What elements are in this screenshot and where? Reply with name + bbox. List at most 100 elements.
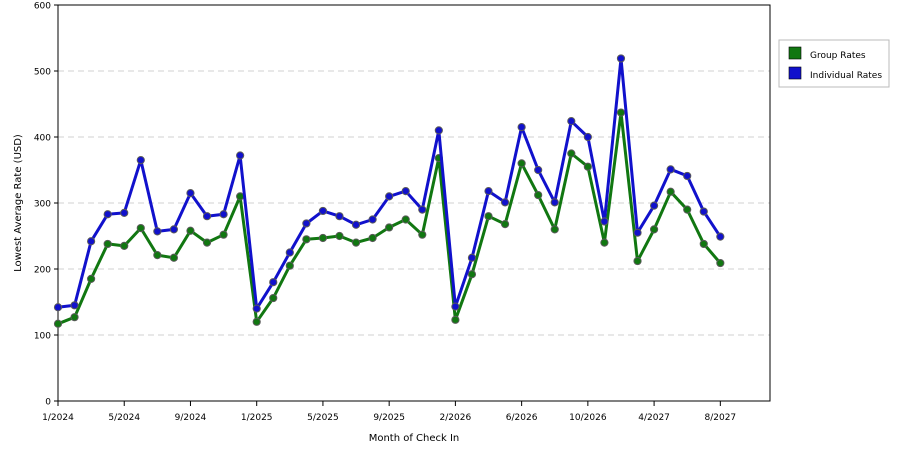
data-point-group-rates-27 <box>484 212 493 221</box>
data-point-individual-rates-23 <box>418 205 427 214</box>
data-point-individual-rates-30 <box>534 165 543 175</box>
data-point-group-rates-26 <box>467 270 477 279</box>
data-point-individual-rates-38 <box>666 165 675 174</box>
x-tick-label-5-2024: 5/2024 <box>108 413 140 423</box>
data-point-individual-rates-10 <box>202 212 212 221</box>
data-point-individual-rates-5 <box>120 208 129 217</box>
data-point-individual-rates-21 <box>385 192 394 201</box>
data-point-group-rates-15 <box>285 261 294 270</box>
y-tick-label-400: 400 <box>34 134 51 144</box>
x-tick-label-9-2025: 9/2025 <box>373 413 405 423</box>
data-point-individual-rates-13 <box>252 304 261 313</box>
data-point-individual-rates-9 <box>186 189 195 198</box>
y-tick-label-500: 500 <box>34 68 51 78</box>
data-point-individual-rates-8 <box>169 225 179 234</box>
data-point-individual-rates-28 <box>500 198 510 207</box>
data-point-group-rates-39 <box>683 205 692 214</box>
data-point-group-rates-11 <box>219 230 228 239</box>
x-tick-label-2-2026: 2/2026 <box>440 413 472 423</box>
data-point-group-rates-18 <box>335 231 344 241</box>
data-point-group-rates-38 <box>666 187 675 196</box>
data-point-individual-rates-4 <box>103 210 112 219</box>
legend-label-individual-rates: Individual Rates <box>810 71 882 81</box>
data-point-group-rates-14 <box>269 293 278 303</box>
data-point-individual-rates-33 <box>583 132 592 142</box>
data-point-group-rates-12 <box>236 192 245 201</box>
data-point-individual-rates-22 <box>401 187 410 196</box>
data-point-individual-rates-26 <box>467 253 477 262</box>
data-point-individual-rates-11 <box>219 210 228 219</box>
data-point-group-rates-22 <box>401 215 410 224</box>
data-point-group-rates-17 <box>318 233 328 243</box>
data-point-group-rates-29 <box>517 159 526 168</box>
data-point-individual-rates-7 <box>153 227 162 236</box>
data-point-individual-rates-32 <box>567 117 576 126</box>
data-point-individual-rates-16 <box>302 219 311 228</box>
series-group-rates <box>53 108 725 328</box>
y-tick-label-200: 200 <box>34 266 51 276</box>
data-point-individual-rates-34 <box>600 217 609 226</box>
x-tick-label-1-2025: 1/2025 <box>241 413 273 423</box>
data-point-individual-rates-2 <box>70 301 79 310</box>
data-point-group-rates-40 <box>699 239 708 249</box>
data-point-group-rates-30 <box>534 190 543 200</box>
data-point-individual-rates-6 <box>136 156 145 165</box>
data-point-group-rates-8 <box>169 253 179 262</box>
x-tick-label-1-2024: 1/2024 <box>42 413 74 423</box>
data-point-group-rates-4 <box>103 239 112 249</box>
x-tick-label-6-2026: 6/2026 <box>506 413 538 423</box>
series-individual-rates <box>53 54 725 313</box>
data-point-group-rates-37 <box>649 225 659 234</box>
y-axis-ticks: 0 100 200 300 400 500 600 <box>34 2 58 408</box>
legend-swatch-group-rates <box>788 46 802 60</box>
data-point-individual-rates-36 <box>633 228 642 237</box>
y-tick-label-100: 100 <box>34 332 51 342</box>
data-point-group-rates-3 <box>87 274 96 283</box>
data-point-group-rates-23 <box>418 230 427 239</box>
legend-swatch-individual-rates <box>788 66 802 80</box>
data-point-group-rates-21 <box>385 223 394 232</box>
data-point-group-rates-36 <box>633 256 642 266</box>
x-axis-ticks: 1/2024 5/2024 9/2024 1/2025 5/2025 9/2025 2/20… <box>42 401 736 423</box>
data-point-group-rates-19 <box>351 238 361 247</box>
x-tick-label-8-2027: 8/2027 <box>704 413 736 423</box>
data-point-individual-rates-18 <box>335 212 344 221</box>
data-point-group-rates-16 <box>302 235 311 244</box>
data-point-group-rates-28 <box>500 220 510 229</box>
grid-lines <box>58 70 770 336</box>
data-point-group-rates-35 <box>616 108 626 117</box>
data-point-group-rates-20 <box>368 233 377 243</box>
data-point-group-rates-5 <box>120 241 129 250</box>
data-point-group-rates-25 <box>451 315 460 324</box>
data-point-individual-rates-20 <box>368 215 377 224</box>
data-point-group-rates-13 <box>252 317 261 326</box>
data-point-group-rates-32 <box>567 149 576 158</box>
data-point-individual-rates-15 <box>285 248 294 257</box>
data-point-group-rates-10 <box>202 238 212 247</box>
x-tick-label-10-2026: 10/2026 <box>569 413 607 423</box>
data-point-individual-rates-27 <box>484 187 493 196</box>
series-line-individual-rates <box>56 57 722 311</box>
data-point-group-rates-7 <box>153 251 162 260</box>
y-tick-label-600: 600 <box>34 2 51 12</box>
x-tick-label-4-2027: 4/2027 <box>638 413 670 423</box>
legend-label-group-rates: Group Rates <box>810 51 866 61</box>
data-point-individual-rates-31 <box>550 198 559 207</box>
data-point-individual-rates-19 <box>351 220 361 229</box>
data-point-individual-rates-40 <box>699 207 708 216</box>
series-line-group-rates <box>56 111 722 326</box>
data-point-individual-rates-25 <box>451 302 460 311</box>
data-point-individual-rates-1 <box>53 303 63 312</box>
data-point-individual-rates-39 <box>683 171 692 181</box>
data-point-individual-rates-14 <box>269 278 278 287</box>
data-point-individual-rates-41 <box>716 232 725 241</box>
y-tick-label-0: 0 <box>45 398 51 408</box>
data-point-group-rates-1 <box>53 319 63 328</box>
data-point-individual-rates-12 <box>236 151 245 160</box>
legend: Group Rates Individual Rates <box>778 39 890 88</box>
data-point-group-rates-6 <box>136 223 145 233</box>
data-point-group-rates-2 <box>70 313 79 322</box>
data-point-group-rates-31 <box>550 225 559 234</box>
